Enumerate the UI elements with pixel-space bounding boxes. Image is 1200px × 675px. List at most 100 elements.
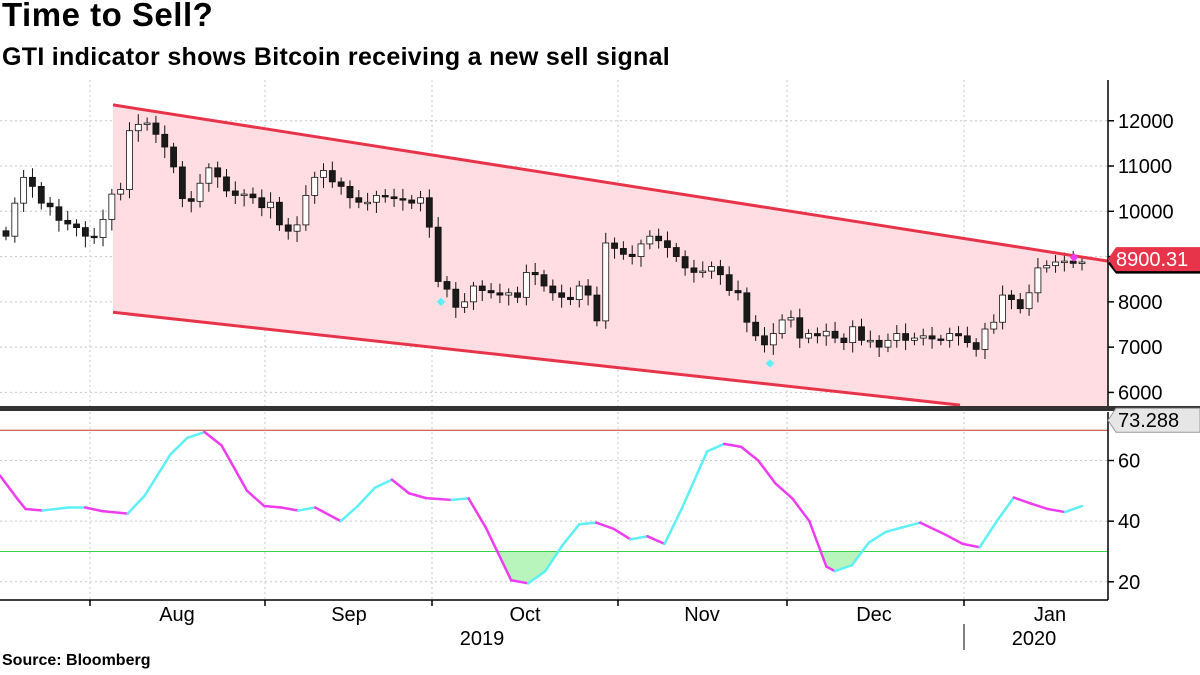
candle-body-up <box>1025 292 1033 310</box>
indicator-segment <box>961 542 982 549</box>
candle <box>849 320 857 353</box>
candle-body-down <box>187 198 195 202</box>
signal-marker-buy <box>436 297 446 307</box>
candle-body-up <box>108 193 116 220</box>
candle <box>20 169 28 213</box>
candle <box>761 327 768 353</box>
indicator-segment <box>467 497 487 529</box>
candle <box>937 334 945 346</box>
candle-body-down <box>29 176 36 187</box>
candle <box>734 280 742 301</box>
candle-body-down <box>514 292 521 298</box>
indicator-segment <box>450 497 470 502</box>
price-tick-label: 12000 <box>1118 111 1174 133</box>
candle-body-down <box>1016 299 1024 310</box>
indicator-segment <box>850 541 871 567</box>
price-tick-label: 7000 <box>1118 337 1163 359</box>
candle-body-up <box>787 317 795 321</box>
candle <box>681 250 689 276</box>
candle <box>567 287 574 306</box>
candle-body-down <box>161 133 169 148</box>
indicator-segment <box>339 504 360 523</box>
indicator-segment <box>578 521 598 526</box>
candle <box>46 197 54 216</box>
candle-body-down <box>258 197 266 209</box>
candle <box>558 284 566 308</box>
candle <box>126 122 133 199</box>
candle <box>170 142 177 174</box>
candle <box>787 310 795 328</box>
candle-body-down <box>619 248 627 255</box>
indicator-tick-label: 60 <box>1118 451 1140 473</box>
indicator-segment <box>561 522 581 547</box>
x-axis: Aug Sep Oct Nov Dec Jan 2019 2020 <box>0 599 1108 650</box>
indicator-segment <box>279 506 300 512</box>
candle <box>55 198 63 232</box>
candle-body-down <box>743 292 751 323</box>
panel-divider[interactable] <box>0 406 1200 411</box>
candle <box>64 210 72 231</box>
candle <box>178 161 186 208</box>
indicator-segment <box>774 482 794 500</box>
candle <box>514 286 521 303</box>
indicator-tick-label: 40 <box>1118 511 1140 533</box>
indicator-segment <box>825 565 837 573</box>
candle <box>337 177 345 195</box>
candle-body-up <box>822 330 830 337</box>
candle <box>699 261 707 278</box>
candle <box>434 217 442 288</box>
indicator-segment <box>595 521 615 530</box>
candle <box>999 285 1007 330</box>
candle <box>708 261 715 279</box>
candle <box>637 239 645 267</box>
candle-body-down <box>972 342 980 350</box>
candle <box>646 230 654 250</box>
candle-body-down <box>443 281 451 290</box>
candle-body-up <box>99 219 107 238</box>
indicator-segment <box>1046 507 1067 514</box>
candle <box>364 192 372 211</box>
candle-body-up <box>1043 265 1051 269</box>
candle-body-down <box>2 230 10 237</box>
channel-lower-line <box>112 310 961 407</box>
candlesticks <box>2 114 1086 360</box>
candle <box>531 262 539 286</box>
indicator-segment <box>143 453 172 497</box>
candle-body-down <box>549 285 557 294</box>
candle <box>743 287 751 333</box>
candle-body-up <box>126 130 133 190</box>
candle <box>593 286 601 327</box>
candle <box>373 190 380 213</box>
candle-body-up <box>461 301 469 308</box>
indicator-segment <box>484 525 513 582</box>
candle-body-down <box>46 202 54 208</box>
candle <box>911 332 918 346</box>
candle <box>875 335 883 357</box>
candle-body-up <box>849 326 857 344</box>
candle-body-up <box>911 337 918 341</box>
indicator-segment <box>245 489 266 508</box>
candle-body-up <box>373 195 380 203</box>
candle <box>549 279 557 301</box>
candle <box>73 219 80 237</box>
candle <box>796 308 804 349</box>
candle <box>425 189 433 238</box>
candle <box>461 293 469 313</box>
candle <box>214 161 222 188</box>
candle-body-up <box>1078 261 1086 264</box>
candle-body-down <box>355 197 363 203</box>
candle-body-up <box>708 266 715 272</box>
candle-body-up <box>302 195 310 226</box>
indicator-segment <box>186 430 206 440</box>
indicator-segment <box>509 579 530 585</box>
candle <box>990 314 998 334</box>
candle <box>522 264 530 306</box>
candle <box>470 281 477 310</box>
candle-body-down <box>558 292 566 298</box>
candle <box>390 188 398 207</box>
candle <box>328 161 336 188</box>
candle-body-down <box>611 242 618 249</box>
candle-body-up <box>602 242 610 322</box>
candle-body-down <box>37 186 45 204</box>
oversold-fill <box>497 551 559 584</box>
